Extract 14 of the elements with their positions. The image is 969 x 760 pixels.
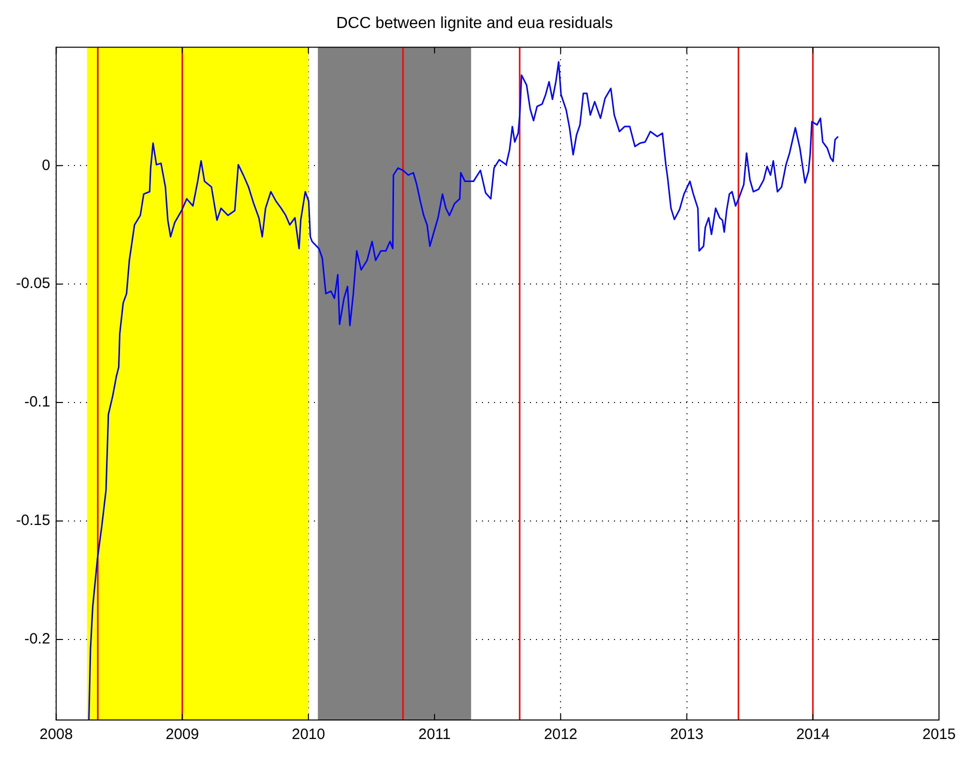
y-tick-label: -0.2 xyxy=(24,630,50,648)
chart-title: DCC between lignite and eua residuals xyxy=(336,15,613,32)
x-tick-label: 2012 xyxy=(544,726,578,744)
x-tick-label: 2010 xyxy=(292,726,326,744)
x-tick-label: 2008 xyxy=(40,726,73,744)
y-tick-label: -0.05 xyxy=(16,275,50,292)
y-tick-label: 0 xyxy=(42,156,50,174)
x-tick-label: 2014 xyxy=(796,726,830,744)
x-tick-label: 2011 xyxy=(418,726,451,744)
y-tick-label: -0.15 xyxy=(16,512,50,530)
x-tick-label: 2015 xyxy=(922,726,956,744)
x-tick-label: 2009 xyxy=(166,726,199,744)
y-tick-label: -0.1 xyxy=(24,394,50,411)
x-tick-label: 2013 xyxy=(670,726,704,744)
